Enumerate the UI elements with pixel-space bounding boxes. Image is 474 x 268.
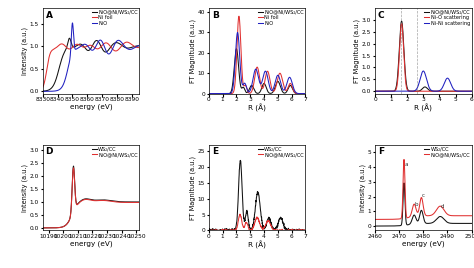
X-axis label: R (Å): R (Å): [248, 104, 266, 112]
Y-axis label: FT Magnitude (a.u.): FT Magnitude (a.u.): [190, 19, 196, 83]
Y-axis label: Intensity (a.u.): Intensity (a.u.): [21, 27, 28, 75]
Text: b: b: [415, 202, 419, 207]
X-axis label: R (Å): R (Å): [248, 241, 266, 249]
Legend: WS₂/CC, NiO@Ni/WS₂/CC: WS₂/CC, NiO@Ni/WS₂/CC: [257, 146, 304, 158]
Text: c: c: [422, 193, 425, 198]
Legend: WS₂/CC, NiO@Ni/WS₂/CC: WS₂/CC, NiO@Ni/WS₂/CC: [91, 146, 138, 158]
Text: D: D: [46, 147, 53, 157]
Y-axis label: Intensity (a.u.): Intensity (a.u.): [359, 164, 366, 212]
Legend: NiO@Ni/WS₂/CC, Ni-O scattering, Ni-Ni scattering: NiO@Ni/WS₂/CC, Ni-O scattering, Ni-Ni sc…: [424, 9, 471, 26]
Text: a: a: [404, 162, 408, 167]
Y-axis label: FT Magnitude (a.u.): FT Magnitude (a.u.): [354, 19, 360, 83]
Legend: NiO@Ni/WS₂/CC, Ni foil, NiO: NiO@Ni/WS₂/CC, Ni foil, NiO: [257, 9, 304, 26]
Y-axis label: Intensity (a.u.): Intensity (a.u.): [21, 164, 28, 212]
X-axis label: R (Å): R (Å): [414, 104, 432, 112]
X-axis label: energy (eV): energy (eV): [70, 241, 112, 247]
Legend: WS₂/CC, NiO@Ni/WS₂/CC: WS₂/CC, NiO@Ni/WS₂/CC: [424, 146, 471, 158]
Text: F: F: [378, 147, 384, 157]
Text: B: B: [212, 11, 219, 20]
Text: C: C: [378, 11, 384, 20]
Text: d: d: [441, 204, 444, 209]
X-axis label: energy (eV): energy (eV): [70, 104, 112, 110]
Legend: NiO@Ni/WS₂/CC, Ni foil, NiO: NiO@Ni/WS₂/CC, Ni foil, NiO: [91, 9, 138, 26]
Text: E: E: [212, 147, 218, 157]
Y-axis label: FT Magnitude (a.u.): FT Magnitude (a.u.): [190, 156, 196, 220]
X-axis label: energy (eV): energy (eV): [402, 241, 445, 247]
Text: A: A: [46, 11, 53, 20]
